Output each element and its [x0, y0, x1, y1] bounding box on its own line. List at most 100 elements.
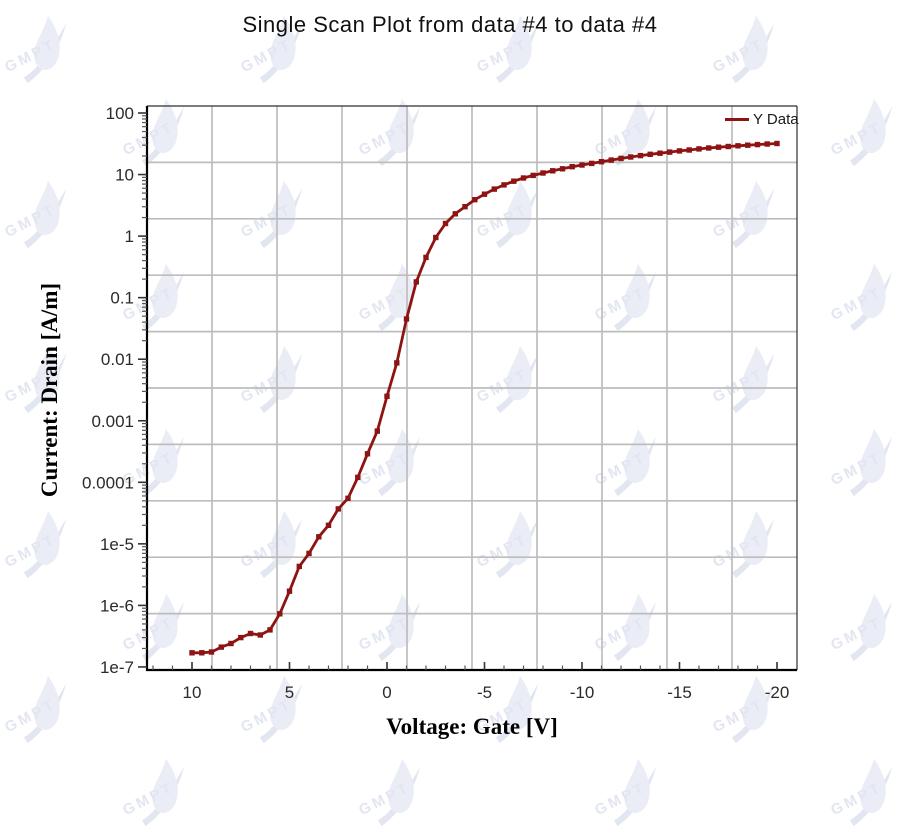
- y-tick-label: 1e-6: [100, 596, 134, 615]
- legend-line-sample: [725, 118, 749, 121]
- data-point-marker: [618, 155, 624, 162]
- data-point-marker: [589, 160, 595, 167]
- gmpt-logo-icon: [23, 675, 67, 744]
- data-point-marker: [754, 141, 761, 148]
- data-point-marker: [462, 204, 468, 210]
- data-point-marker: [735, 143, 741, 149]
- data-point-marker: [637, 152, 644, 159]
- x-tick-label: 10: [183, 683, 202, 702]
- data-point-marker: [520, 175, 527, 181]
- watermark: GMPT: [474, 674, 554, 754]
- gmpt-logo-icon: [731, 15, 775, 84]
- data-point-marker: [238, 634, 244, 641]
- data-point-marker: [277, 611, 283, 617]
- data-point-marker: [628, 154, 634, 160]
- watermark: GMPT: [474, 14, 554, 94]
- legend-label: Y Data: [753, 111, 799, 128]
- gmpt-logo-icon: [23, 180, 67, 249]
- gmpt-logo-icon: [731, 180, 775, 249]
- gmpt-logo-icon: [849, 263, 893, 331]
- data-point-marker: [247, 630, 254, 637]
- data-point-marker: [257, 632, 263, 638]
- gmpt-logo-icon: [495, 675, 539, 744]
- gmpt-logo-icon: [23, 510, 67, 579]
- data-point-marker: [364, 451, 371, 457]
- data-point-marker: [608, 157, 614, 163]
- watermark: GMPT: [710, 179, 790, 259]
- y-tick-label: 1e-7: [100, 658, 134, 677]
- watermark: GMPT: [2, 179, 82, 259]
- data-point-marker: [559, 166, 566, 172]
- watermark: GMPT: [238, 14, 318, 94]
- watermark: GMPT: [592, 262, 672, 342]
- y-tick-label: 10: [115, 166, 134, 185]
- data-point-marker: [540, 170, 546, 176]
- data-point-marker: [657, 150, 663, 156]
- watermark: GMPT: [710, 14, 790, 94]
- y-tick-label: 0.0001: [82, 473, 134, 492]
- data-point-marker: [394, 360, 400, 366]
- plot-canvas: 10 5 0 -5 -10 -15 -20 100 10 1 0.1 0.01 0.001 0.0001 1…: [82, 104, 798, 702]
- data-point-marker: [706, 145, 712, 151]
- watermark: GMPT: [710, 509, 790, 589]
- single-scan-plot-window: { "title": "Single Scan Plot from data #…: [2, 12, 900, 826]
- y-tick-label: 0.001: [91, 412, 134, 431]
- data-point-marker: [374, 428, 380, 434]
- data-point-marker: [452, 211, 458, 217]
- watermark: GMPT: [474, 509, 554, 589]
- watermark: GMPT: [238, 674, 318, 754]
- data-point-marker: [501, 182, 507, 188]
- gmpt-logo-icon: [23, 15, 67, 84]
- gmpt-logo-icon: [731, 510, 775, 579]
- gmpt-logo-icon: [23, 345, 67, 414]
- gmpt-logo-icon: [259, 675, 303, 744]
- data-point-marker: [335, 506, 341, 512]
- data-point-marker: [267, 627, 273, 633]
- watermark: GMPT: [2, 674, 82, 754]
- x-tick-label: -10: [570, 683, 595, 702]
- x-tick-label: -20: [765, 683, 790, 702]
- data-point-marker: [325, 522, 332, 528]
- data-point-marker: [696, 146, 702, 152]
- gmpt-logo-icon: [613, 593, 657, 661]
- data-point-marker: [686, 147, 692, 153]
- gmpt-logo-icon: [259, 15, 303, 84]
- data-point-marker: [442, 220, 449, 227]
- gmpt-logo-icon: [849, 428, 893, 496]
- legend: Y Data: [725, 111, 799, 128]
- watermark: GMPT: [474, 179, 554, 259]
- data-point-marker: [481, 191, 488, 197]
- watermark: GMPT: [2, 344, 82, 424]
- data-point-marker: [433, 234, 439, 241]
- gmpt-logo-icon: [495, 180, 539, 249]
- data-point-marker: [316, 534, 322, 540]
- data-point-marker: [530, 172, 536, 179]
- gmpt-logo-icon: [613, 428, 657, 496]
- data-point-marker: [667, 149, 673, 155]
- x-tick-label: -15: [667, 683, 692, 702]
- data-point-marker: [228, 640, 234, 647]
- data-point-marker: [355, 474, 361, 481]
- gmpt-logo-icon: [495, 345, 539, 414]
- watermark: GMPT: [828, 592, 900, 672]
- data-point-marker: [345, 495, 351, 501]
- y-tick-label: 100: [106, 104, 134, 123]
- gmpt-logo-icon: [495, 510, 539, 579]
- watermark: GMPT: [474, 344, 554, 424]
- gmpt-logo-icon: [731, 345, 775, 414]
- data-point-marker: [725, 143, 731, 150]
- data-point-marker: [550, 168, 556, 174]
- data-point-marker: [306, 550, 312, 557]
- watermark: GMPT: [2, 14, 82, 94]
- data-point-marker: [403, 316, 410, 322]
- watermark: GMPT: [592, 592, 672, 672]
- watermark: GMPT: [828, 97, 900, 177]
- data-point-marker: [491, 186, 497, 192]
- data-point-marker: [598, 159, 605, 165]
- data-point-marker: [189, 650, 195, 656]
- watermark: GMPT: [828, 262, 900, 342]
- data-point-marker: [764, 141, 770, 147]
- x-tick-label: 5: [285, 683, 294, 702]
- x-tick-label: -5: [477, 683, 492, 702]
- x-tick-label: 0: [382, 683, 391, 702]
